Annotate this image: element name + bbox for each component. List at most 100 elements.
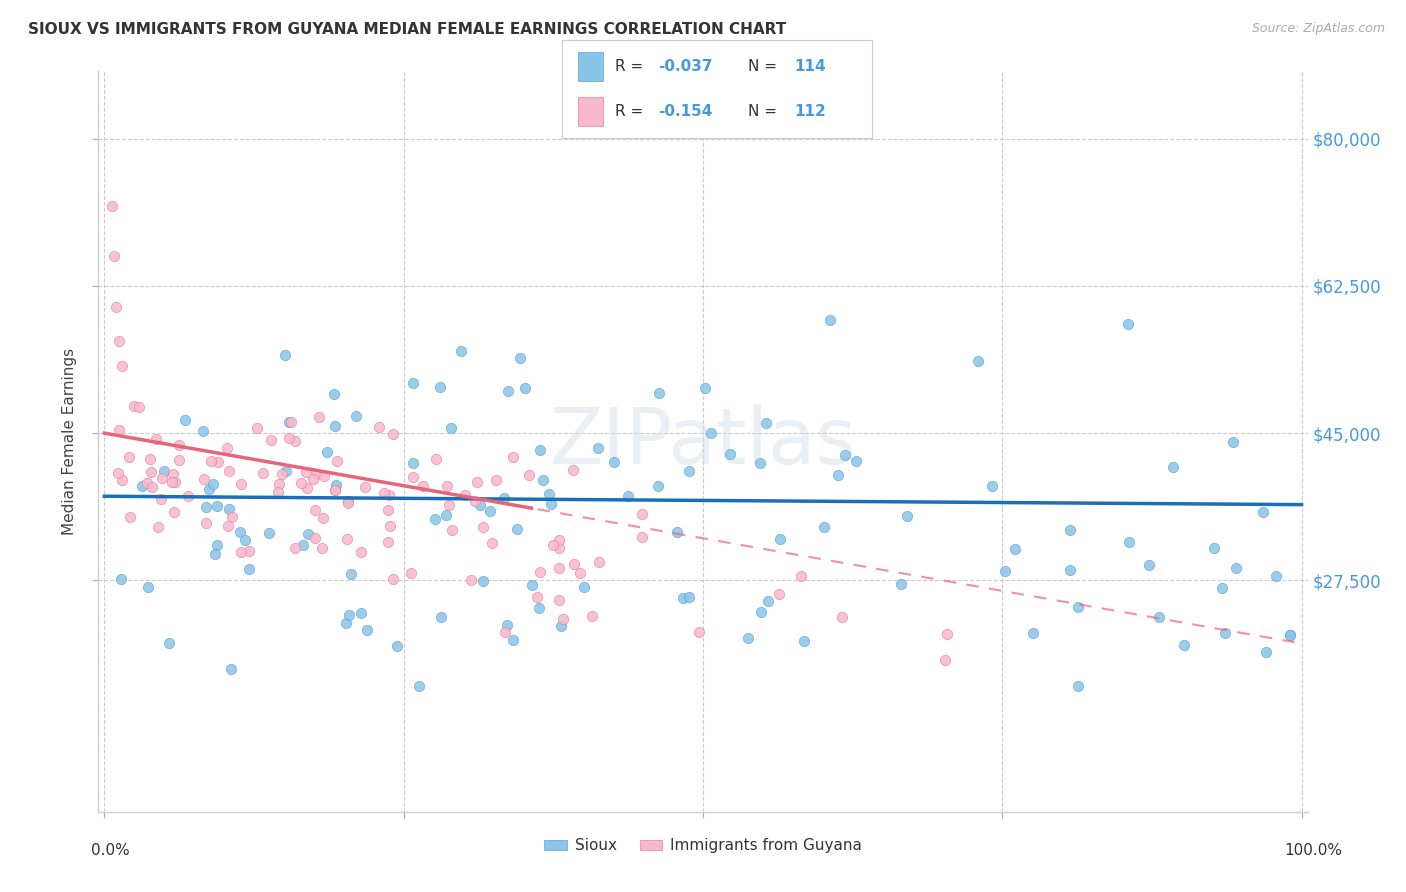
Point bbox=[429, 380, 451, 394]
Point bbox=[509, 351, 531, 366]
Point bbox=[162, 467, 184, 481]
Point bbox=[430, 610, 453, 624]
Point bbox=[1225, 561, 1247, 575]
Point bbox=[290, 475, 312, 490]
Point bbox=[550, 619, 572, 633]
Point bbox=[201, 476, 224, 491]
Point bbox=[699, 425, 721, 440]
Point bbox=[845, 453, 868, 467]
Point bbox=[693, 381, 716, 395]
Point bbox=[308, 410, 330, 425]
Point bbox=[460, 573, 482, 587]
Point bbox=[793, 634, 815, 648]
Point bbox=[111, 359, 134, 373]
Point bbox=[219, 662, 242, 676]
Point bbox=[647, 479, 669, 493]
Point bbox=[326, 454, 349, 468]
Point bbox=[274, 348, 297, 362]
Point bbox=[304, 503, 326, 517]
Point bbox=[153, 464, 176, 478]
Point bbox=[485, 473, 508, 487]
Point bbox=[1059, 563, 1081, 577]
Point bbox=[195, 516, 218, 530]
Point bbox=[562, 557, 585, 571]
Point bbox=[1067, 600, 1090, 615]
Point bbox=[267, 485, 290, 500]
Point bbox=[548, 541, 571, 556]
Point bbox=[1163, 459, 1185, 474]
Point bbox=[450, 343, 472, 358]
Point bbox=[790, 568, 813, 582]
Point bbox=[200, 454, 222, 468]
Point bbox=[274, 464, 297, 478]
Point bbox=[529, 566, 551, 580]
Point bbox=[177, 490, 200, 504]
Point bbox=[146, 520, 169, 534]
Point bbox=[408, 679, 430, 693]
Point bbox=[323, 387, 346, 401]
Point bbox=[316, 444, 339, 458]
Point bbox=[311, 541, 333, 555]
Point bbox=[353, 480, 375, 494]
Point bbox=[831, 610, 853, 624]
Point bbox=[323, 419, 346, 434]
Point bbox=[350, 607, 373, 621]
Point bbox=[1116, 317, 1139, 331]
Point bbox=[229, 545, 252, 559]
Point bbox=[277, 415, 299, 429]
Point bbox=[238, 561, 260, 575]
Point bbox=[252, 466, 274, 480]
Point bbox=[1254, 645, 1277, 659]
Point bbox=[377, 535, 399, 549]
Point bbox=[325, 483, 347, 498]
Point bbox=[193, 425, 215, 439]
Point bbox=[207, 455, 229, 469]
Point bbox=[768, 587, 790, 601]
Point bbox=[581, 609, 603, 624]
Point bbox=[756, 594, 779, 608]
Point bbox=[107, 334, 129, 348]
Point bbox=[737, 632, 759, 646]
Point bbox=[820, 312, 842, 326]
Point bbox=[149, 491, 172, 506]
Point bbox=[120, 510, 142, 524]
Point bbox=[100, 199, 122, 213]
Point bbox=[346, 409, 368, 423]
Text: SIOUX VS IMMIGRANTS FROM GUYANA MEDIAN FEMALE EARNINGS CORRELATION CHART: SIOUX VS IMMIGRANTS FROM GUYANA MEDIAN F… bbox=[28, 22, 786, 37]
Point bbox=[464, 494, 486, 508]
FancyBboxPatch shape bbox=[578, 97, 603, 127]
Y-axis label: Median Female Earnings: Median Female Earnings bbox=[62, 348, 77, 535]
Point bbox=[492, 491, 515, 505]
Point bbox=[769, 532, 792, 546]
Point bbox=[257, 525, 280, 540]
Point bbox=[1278, 628, 1301, 642]
Point bbox=[141, 480, 163, 494]
Point bbox=[1004, 541, 1026, 556]
Point bbox=[356, 624, 378, 638]
Text: -0.037: -0.037 bbox=[658, 59, 713, 74]
Point bbox=[531, 473, 554, 487]
Point bbox=[994, 564, 1017, 578]
Point bbox=[198, 483, 221, 497]
Point bbox=[163, 475, 186, 489]
Point bbox=[1202, 541, 1225, 556]
Point bbox=[412, 479, 434, 493]
Point bbox=[665, 524, 688, 539]
Point bbox=[297, 481, 319, 495]
Point bbox=[163, 505, 186, 519]
Point bbox=[110, 572, 132, 586]
Point bbox=[218, 464, 240, 478]
Point bbox=[337, 494, 360, 508]
Point bbox=[967, 353, 990, 368]
Point bbox=[527, 601, 550, 615]
Point bbox=[194, 500, 217, 515]
Point bbox=[834, 448, 856, 462]
Point bbox=[221, 509, 243, 524]
Point bbox=[229, 524, 252, 539]
Point bbox=[280, 415, 302, 429]
Text: 114: 114 bbox=[794, 59, 825, 74]
Point bbox=[103, 250, 125, 264]
Point bbox=[467, 475, 489, 489]
Point bbox=[337, 607, 360, 622]
Point bbox=[1278, 628, 1301, 642]
